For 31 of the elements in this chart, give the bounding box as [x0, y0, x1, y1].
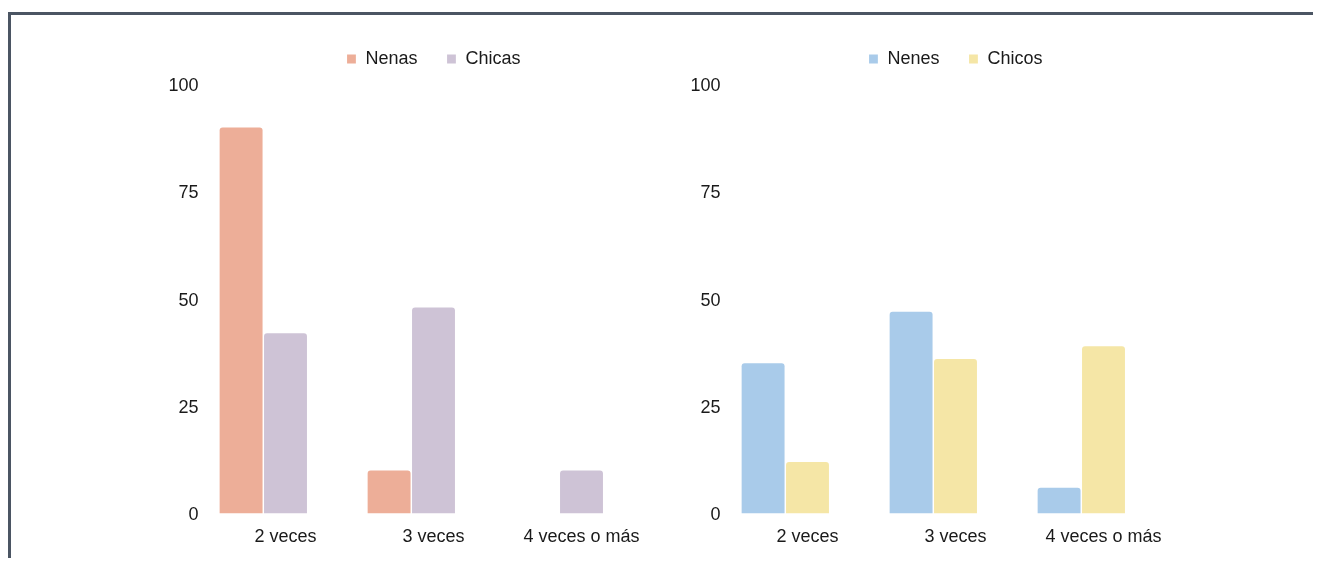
bar: [741, 363, 785, 514]
x-tick-label: 2 veces: [776, 525, 839, 546]
x-tick-label: 2 veces: [254, 525, 317, 546]
y-tick-label: 75: [178, 182, 199, 203]
legend-label: Chicos: [987, 48, 1043, 69]
y-tick-label: 50: [700, 289, 721, 310]
y-tick-label: 0: [188, 504, 199, 524]
y-tick-label: 75: [700, 182, 721, 203]
bar: [367, 470, 411, 514]
bar: [412, 307, 455, 514]
bar: [1082, 346, 1125, 514]
y-tick-label: 0: [710, 504, 721, 524]
x-tick-label: 4 veces o más: [1045, 525, 1162, 546]
y-tick-label: 25: [178, 396, 199, 417]
bar: [1037, 487, 1081, 514]
y-tick-label: 25: [700, 396, 721, 417]
bar: [786, 462, 829, 514]
x-tick-label: 3 veces: [924, 525, 987, 546]
bar: [560, 470, 603, 514]
legend-label: Nenas: [365, 48, 418, 69]
bar: [219, 127, 263, 514]
y-tick-label: 50: [178, 289, 199, 310]
y-tick-label: 100: [690, 75, 721, 95]
bar: [264, 333, 307, 514]
legend-label: Nenes: [887, 48, 940, 69]
bar: [889, 311, 933, 514]
x-tick-label: 4 veces o más: [523, 525, 640, 546]
y-tick-label: 100: [168, 75, 199, 95]
bar: [934, 359, 977, 514]
legend-label: Chicas: [465, 48, 521, 69]
x-tick-label: 3 veces: [402, 525, 465, 546]
